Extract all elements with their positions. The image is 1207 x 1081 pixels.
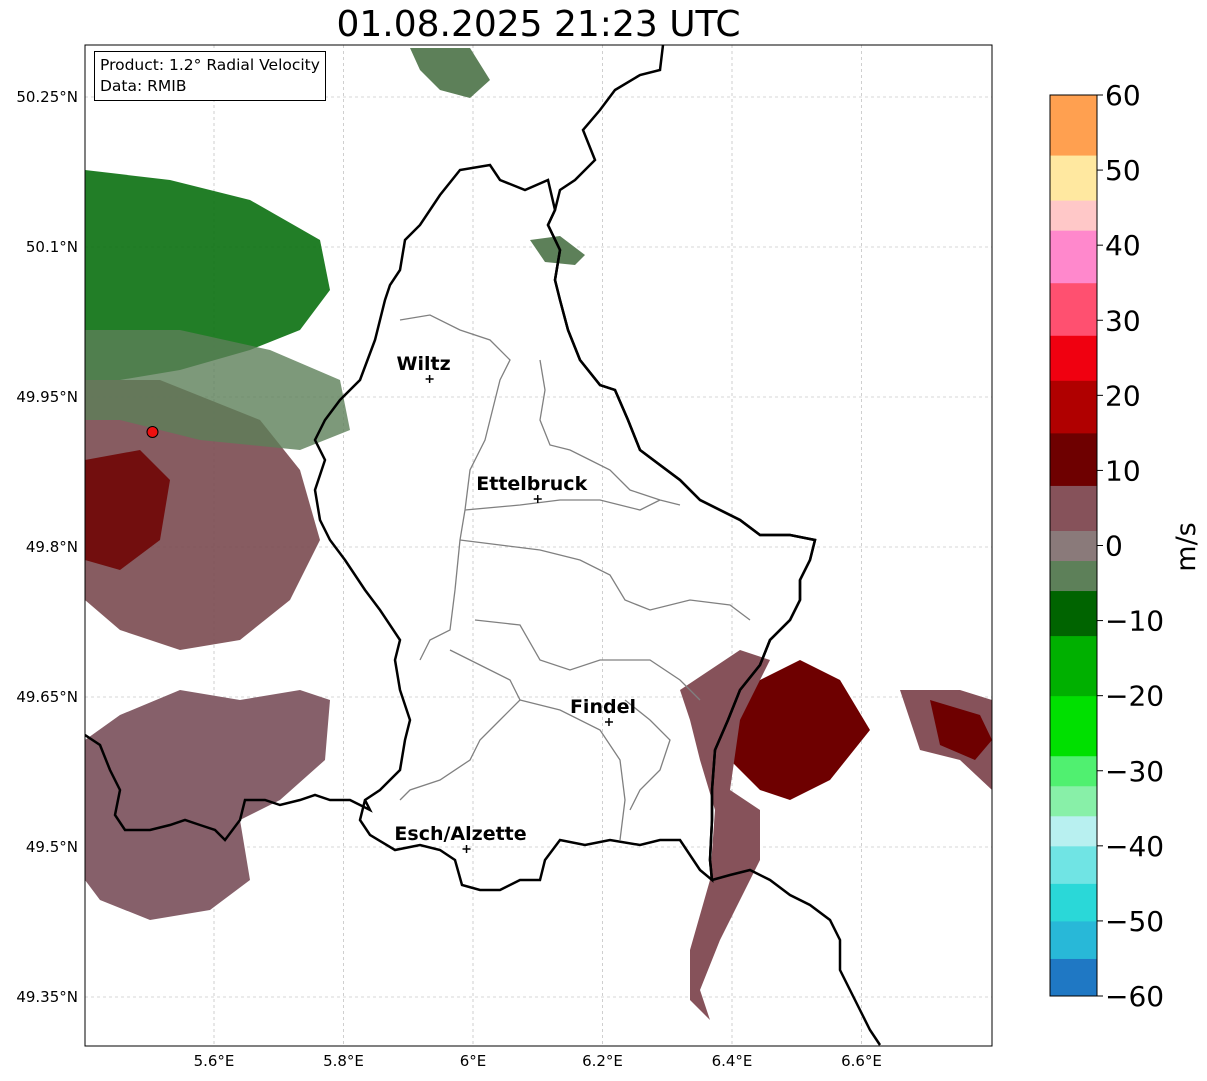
echo-patch-northeast bbox=[530, 236, 585, 265]
info-box: Product: 1.2° Radial Velocity Data: RMIB bbox=[94, 51, 326, 101]
city-esch-alzette: Esch/Alzette bbox=[394, 823, 527, 853]
city-wiltz: Wiltz bbox=[397, 353, 451, 383]
radar-site-marker bbox=[146, 426, 159, 438]
lon-tick-label: 5.6°E bbox=[194, 1052, 235, 1070]
echo-region-southeast-maroon bbox=[730, 660, 870, 800]
lon-tick-label: 6°E bbox=[460, 1052, 487, 1070]
lat-tick-label: 49.95°N bbox=[16, 388, 78, 406]
city-ettelbruck: Ettelbruck bbox=[476, 473, 588, 503]
city-label: Esch/Alzette bbox=[394, 823, 526, 845]
echo-region-maroon-core bbox=[85, 450, 170, 570]
city-label: Wiltz bbox=[397, 353, 451, 375]
lat-tick-label: 50.25°N bbox=[16, 88, 78, 106]
echo-region-grey-green bbox=[85, 330, 350, 450]
lat-tick-label: 49.8°N bbox=[26, 538, 78, 556]
data-source-label: Data: RMIB bbox=[100, 77, 187, 95]
canton-borders bbox=[399, 314, 751, 841]
lat-tick-label: 50.1°N bbox=[26, 238, 78, 256]
plot-frame bbox=[84, 44, 993, 1047]
lon-tick-label: 6.2°E bbox=[582, 1052, 623, 1070]
lon-tick-label: 6.4°E bbox=[712, 1052, 753, 1070]
lat-tick-label: 49.35°N bbox=[16, 988, 78, 1006]
luxembourg-border bbox=[313, 163, 817, 892]
country-border-south bbox=[85, 733, 373, 842]
lon-tick-label: 6.6°E bbox=[841, 1052, 882, 1070]
echo-region-northwest-green bbox=[85, 170, 330, 380]
axis-labels: 5.6°E 5.8°E 6°E 6.2°E 6.4°E 6.6°E 49.35°N 49.5°… bbox=[16, 88, 882, 1070]
lon-tick-label: 5.8°E bbox=[323, 1052, 364, 1070]
city-findel: Findel bbox=[570, 696, 636, 726]
echo-region-southwest bbox=[85, 690, 330, 920]
product-label: Product: 1.2° Radial Velocity bbox=[100, 56, 320, 74]
echo-region-southeast-mauve bbox=[680, 650, 770, 1020]
echo-patch-top bbox=[410, 48, 490, 98]
echo-patch-east-maroon bbox=[930, 700, 992, 760]
city-label: Ettelbruck bbox=[476, 473, 587, 495]
echo-region-near-radar bbox=[85, 380, 320, 650]
radar-echoes bbox=[85, 48, 992, 1020]
lat-tick-label: 49.65°N bbox=[16, 688, 78, 706]
city-label: Findel bbox=[570, 696, 636, 718]
lat-tick-label: 49.5°N bbox=[26, 838, 78, 856]
country-border-southeast bbox=[711, 868, 882, 1046]
city-markers: Wiltz Ettelbruck Findel Esch/Alzette bbox=[394, 353, 636, 853]
map-title: 01.08.2025 21:23 UTC bbox=[336, 4, 741, 45]
